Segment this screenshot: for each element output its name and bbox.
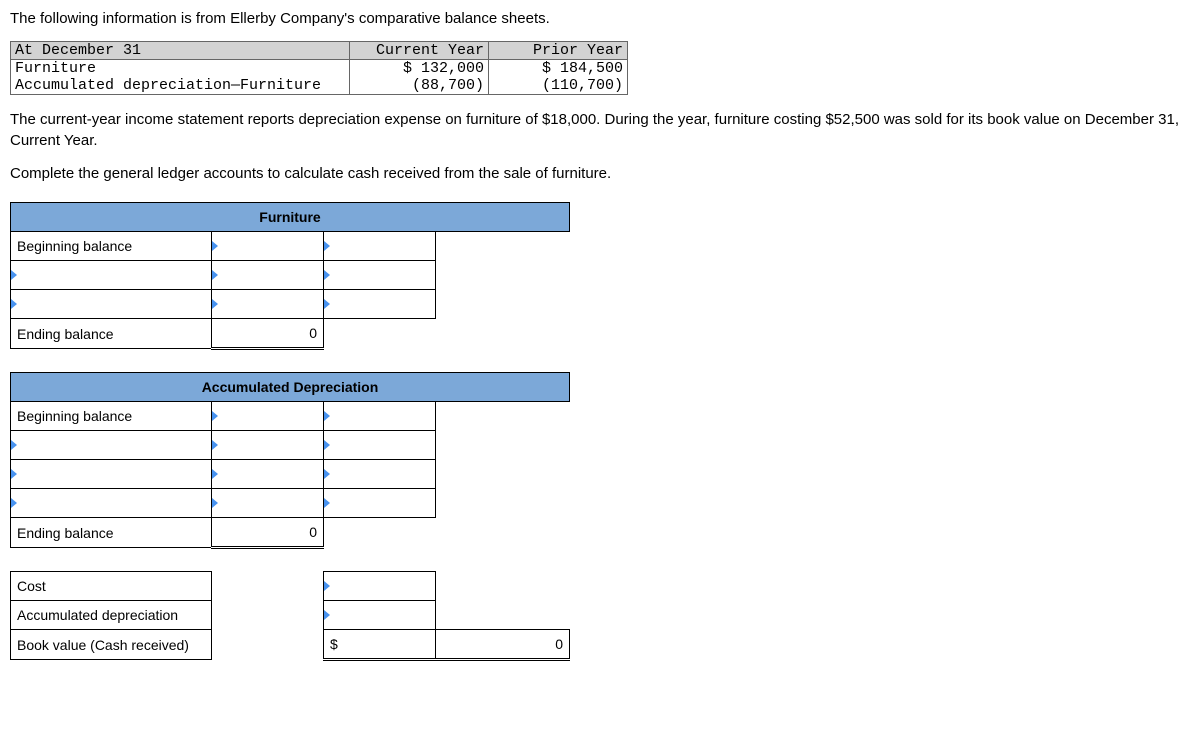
dropdown-marker-icon	[324, 270, 330, 280]
dropdown-marker-icon	[324, 241, 330, 251]
ledger-ending-row: Ending balance 0	[11, 518, 570, 548]
bs-row-accum-dep: Accumulated depreciation—Furniture (88,7…	[11, 77, 628, 95]
ledger-furniture: Furniture Beginning balance Ending balan…	[10, 202, 570, 661]
ledger-row	[11, 460, 570, 489]
bs-label: Accumulated depreciation—Furniture	[11, 77, 350, 95]
bs-header-date: At December 31	[11, 42, 350, 60]
input-cell[interactable]	[212, 489, 324, 518]
dropdown-marker-icon	[324, 581, 330, 591]
input-cell[interactable]	[212, 232, 324, 261]
input-cell[interactable]	[212, 261, 324, 290]
dropdown-marker-icon	[324, 610, 330, 620]
input-cell[interactable]	[11, 460, 212, 489]
dropdown-marker-icon	[11, 440, 17, 450]
input-cell[interactable]	[324, 290, 436, 319]
input-cell[interactable]	[324, 232, 436, 261]
dropdown-marker-icon	[11, 498, 17, 508]
ledger-row: Beginning balance	[11, 232, 570, 261]
ledger-title: Furniture	[11, 203, 570, 232]
label-cell: Ending balance	[11, 319, 212, 349]
summary-row-cost: Cost	[11, 572, 570, 601]
input-cell[interactable]	[11, 431, 212, 460]
currency-cell: $	[324, 630, 436, 660]
bs-header-prior: Prior Year	[489, 42, 628, 60]
input-cell[interactable]	[324, 460, 436, 489]
label-cell: Cost	[11, 572, 212, 601]
dropdown-marker-icon	[11, 299, 17, 309]
input-cell[interactable]	[212, 431, 324, 460]
bs-value-cy: (88,700)	[350, 77, 489, 95]
dropdown-marker-icon	[212, 498, 218, 508]
dropdown-marker-icon	[324, 440, 330, 450]
input-cell[interactable]	[212, 402, 324, 431]
bs-value-py: $ 184,500	[489, 60, 628, 78]
ledger-ending-row: Ending balance 0	[11, 319, 570, 349]
value-cell[interactable]: 0	[212, 518, 324, 548]
dropdown-marker-icon	[212, 299, 218, 309]
bs-label: Furniture	[11, 60, 350, 78]
value-cell[interactable]: 0	[435, 630, 569, 660]
dropdown-marker-icon	[324, 411, 330, 421]
bs-value-py: (110,700)	[489, 77, 628, 95]
dropdown-marker-icon	[212, 241, 218, 251]
ledger-row: Beginning balance	[11, 402, 570, 431]
input-cell[interactable]	[324, 601, 436, 630]
ledger-row	[11, 431, 570, 460]
input-cell[interactable]	[324, 261, 436, 290]
input-cell[interactable]	[324, 572, 436, 601]
input-cell[interactable]	[324, 431, 436, 460]
balance-sheet-header-row: At December 31 Current Year Prior Year	[11, 42, 628, 60]
dropdown-marker-icon	[212, 270, 218, 280]
dropdown-marker-icon	[324, 498, 330, 508]
label-cell: Accumulated depreciation	[11, 601, 212, 630]
ledger-row	[11, 489, 570, 518]
bs-row-furniture: Furniture $ 132,000 $ 184,500	[11, 60, 628, 78]
input-cell[interactable]	[11, 489, 212, 518]
label-cell: Book value (Cash received)	[11, 630, 212, 660]
input-cell[interactable]	[11, 261, 212, 290]
input-cell[interactable]	[212, 290, 324, 319]
narrative-1: The current-year income statement report…	[10, 109, 1190, 151]
value-cell[interactable]: 0	[212, 319, 324, 349]
narrative-2: Complete the general ledger accounts to …	[10, 163, 1190, 184]
bs-header-current: Current Year	[350, 42, 489, 60]
ledger-row	[11, 290, 570, 319]
input-cell[interactable]	[11, 290, 212, 319]
bs-value-cy: $ 132,000	[350, 60, 489, 78]
dropdown-marker-icon	[212, 469, 218, 479]
dropdown-marker-icon	[324, 299, 330, 309]
dropdown-marker-icon	[212, 440, 218, 450]
input-cell[interactable]	[324, 489, 436, 518]
dropdown-marker-icon	[11, 469, 17, 479]
balance-sheet-table: At December 31 Current Year Prior Year F…	[10, 41, 628, 95]
dropdown-marker-icon	[212, 411, 218, 421]
label-cell: Beginning balance	[11, 402, 212, 431]
label-cell: Ending balance	[11, 518, 212, 548]
intro-text: The following information is from Ellerb…	[10, 10, 1190, 27]
input-cell[interactable]	[324, 402, 436, 431]
dropdown-marker-icon	[324, 469, 330, 479]
summary-row-bv: Book value (Cash received) $ 0	[11, 630, 570, 660]
summary-row-ad: Accumulated depreciation	[11, 601, 570, 630]
input-cell[interactable]	[212, 460, 324, 489]
ledger-title: Accumulated Depreciation	[11, 373, 570, 402]
dropdown-marker-icon	[11, 270, 17, 280]
label-cell: Beginning balance	[11, 232, 212, 261]
ledger-row	[11, 261, 570, 290]
